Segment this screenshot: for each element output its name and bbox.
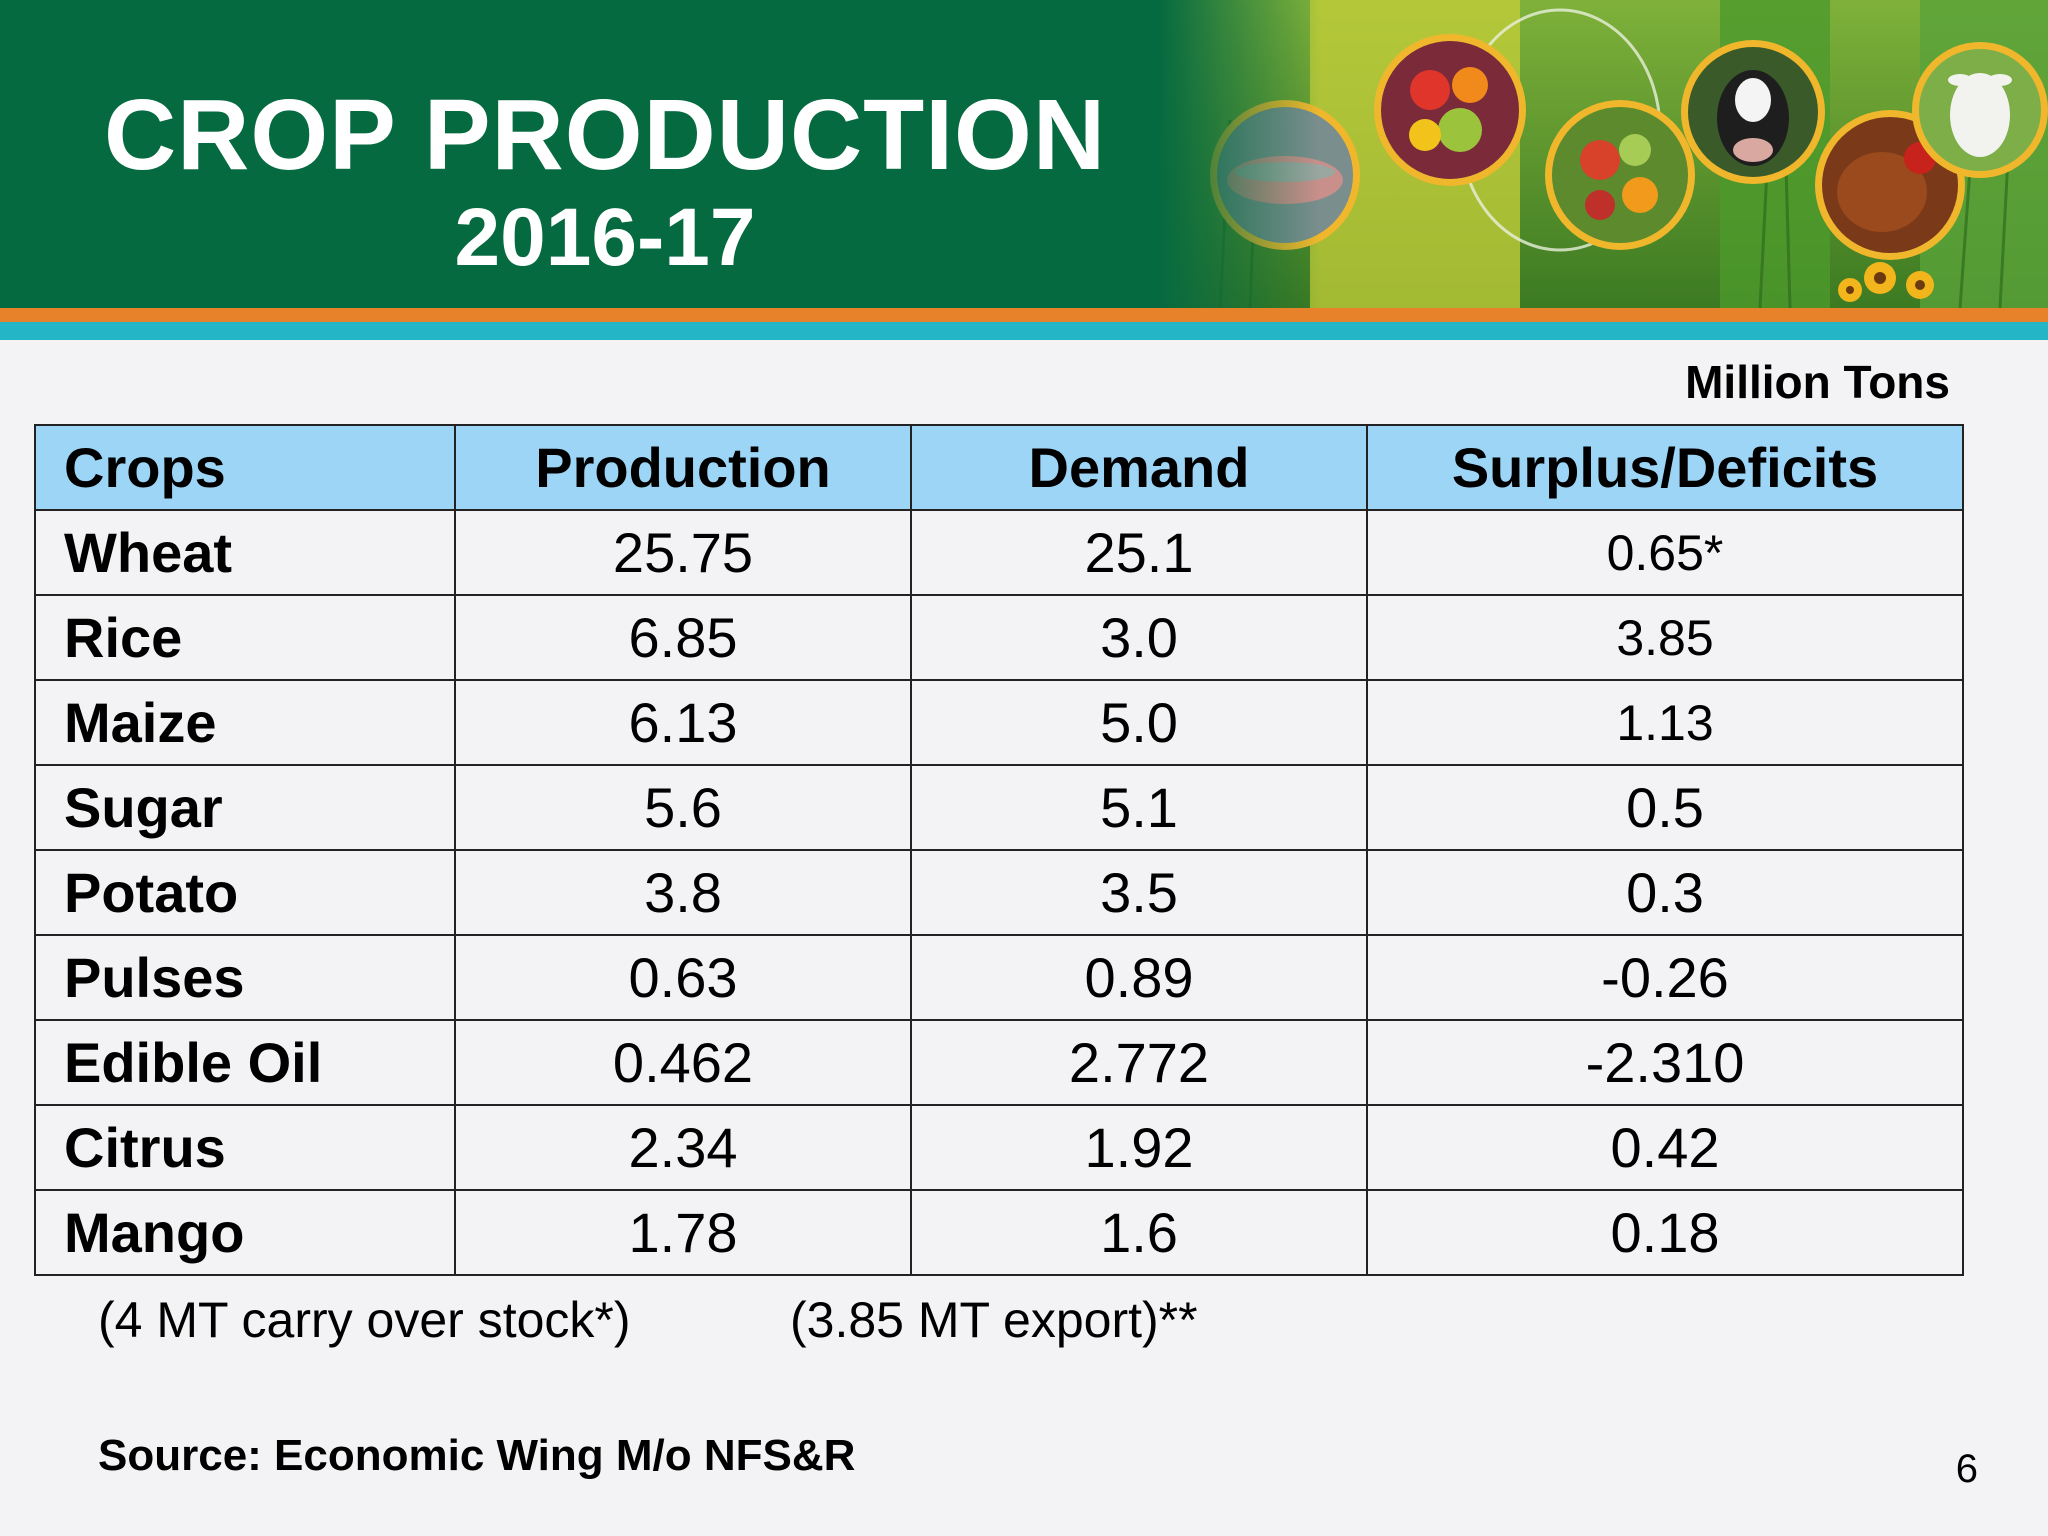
carry-over-footnote: (4 MT carry over stock*) <box>98 1292 631 1348</box>
crop-production-table: Crops Production Demand Surplus/Deficits… <box>34 424 1964 1276</box>
production-value: 5.6 <box>454 764 912 851</box>
table-row: Mango 1.78 1.6 0.18 <box>34 1189 1964 1276</box>
export-footnote: (3.85 MT export)** <box>790 1292 1198 1348</box>
table-header-row: Crops Production Demand Surplus/Deficits <box>34 424 1964 511</box>
table-row: Pulses 0.63 0.89 -0.26 <box>34 934 1964 1021</box>
table-row: Edible Oil 0.462 2.772 -2.310 <box>34 1019 1964 1106</box>
table-row: Sugar 5.6 5.1 0.5 <box>34 764 1964 851</box>
slide-title: CROP PRODUCTION <box>103 79 1107 191</box>
production-value: 0.462 <box>454 1019 912 1106</box>
demand-value: 2.772 <box>910 1019 1368 1106</box>
units-label: Million Tons <box>1685 356 1950 408</box>
table-row: Wheat 25.75 25.1 0.65* <box>34 509 1964 596</box>
header-production: Production <box>454 424 912 511</box>
agriculture-collage-image <box>1160 0 2048 308</box>
production-value: 3.8 <box>454 849 912 936</box>
surplus-value: 0.5 <box>1366 764 1964 851</box>
header-demand: Demand <box>910 424 1368 511</box>
production-value: 0.63 <box>454 934 912 1021</box>
surplus-value: 0.3 <box>1366 849 1964 936</box>
page-number: 6 <box>1955 1447 1978 1491</box>
source-note: Source: Economic Wing M/o NFS&R <box>98 1431 856 1480</box>
surplus-value: 0.65* <box>1366 509 1964 596</box>
orange-divider-stripe <box>0 308 2048 322</box>
table-row: Potato 3.8 3.5 0.3 <box>34 849 1964 936</box>
crop-name: Mango <box>34 1189 456 1276</box>
demand-value: 3.0 <box>910 594 1368 681</box>
surplus-value: -0.26 <box>1366 934 1964 1021</box>
table-row: Maize 6.13 5.0 1.13 <box>34 679 1964 766</box>
demand-value: 5.1 <box>910 764 1368 851</box>
surplus-value: 0.18 <box>1366 1189 1964 1276</box>
production-value: 6.13 <box>454 679 912 766</box>
crop-name: Pulses <box>34 934 456 1021</box>
surplus-value: 1.13 <box>1366 679 1964 766</box>
crop-name: Rice <box>34 594 456 681</box>
table-row: Citrus 2.34 1.92 0.42 <box>34 1104 1964 1191</box>
production-value: 6.85 <box>454 594 912 681</box>
teal-divider-stripe <box>0 322 2048 340</box>
slide-subtitle: 2016-17 <box>454 192 756 283</box>
header-surplus-deficits: Surplus/Deficits <box>1366 424 1964 511</box>
demand-value: 0.89 <box>910 934 1368 1021</box>
collage-fade <box>1160 0 2048 308</box>
table-row: Rice 6.85 3.0 3.85 <box>34 594 1964 681</box>
crop-name: Maize <box>34 679 456 766</box>
crop-name: Edible Oil <box>34 1019 456 1106</box>
demand-value: 25.1 <box>910 509 1368 596</box>
production-value: 1.78 <box>454 1189 912 1276</box>
demand-value: 3.5 <box>910 849 1368 936</box>
demand-value: 5.0 <box>910 679 1368 766</box>
crop-name: Potato <box>34 849 456 936</box>
surplus-value: 3.85 <box>1366 594 1964 681</box>
crop-name: Citrus <box>34 1104 456 1191</box>
surplus-value: 0.42 <box>1366 1104 1964 1191</box>
crop-name: Sugar <box>34 764 456 851</box>
surplus-value: -2.310 <box>1366 1019 1964 1106</box>
production-value: 25.75 <box>454 509 912 596</box>
crop-name: Wheat <box>34 509 456 596</box>
title-banner: CROP PRODUCTION 2016-17 <box>0 0 2048 308</box>
demand-value: 1.6 <box>910 1189 1368 1276</box>
header-crops: Crops <box>34 424 456 511</box>
demand-value: 1.92 <box>910 1104 1368 1191</box>
production-value: 2.34 <box>454 1104 912 1191</box>
